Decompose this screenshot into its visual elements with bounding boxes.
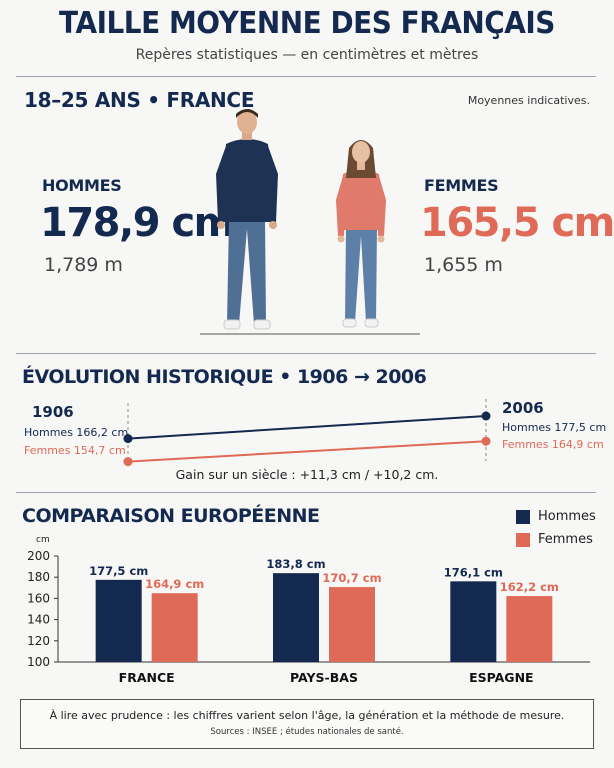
history-point-1-1 bbox=[481, 436, 491, 446]
history-end-men: Hommes 177,5 cm bbox=[502, 421, 607, 434]
y-axis-unit: cm bbox=[36, 535, 50, 545]
section-current-note: Moyennes indicatives. bbox=[467, 94, 590, 107]
history-point-0-0 bbox=[123, 434, 133, 444]
history-end-women: Femmes 164,9 cm bbox=[502, 438, 604, 451]
x-category-label: ESPAGNE bbox=[469, 670, 534, 685]
women-height-m: 1,655 m bbox=[424, 254, 503, 276]
man-figure bbox=[216, 109, 278, 330]
legend-label-men: Hommes bbox=[538, 509, 596, 524]
y-tick-label: 120 bbox=[27, 634, 50, 648]
legend-swatch-men bbox=[516, 510, 530, 524]
bar-value-label: 162,2 cm bbox=[500, 580, 559, 594]
page-title: TAILLE MOYENNE DES FRANÇAIS bbox=[59, 6, 555, 41]
footer-box bbox=[20, 699, 594, 749]
y-tick-label: 180 bbox=[27, 570, 50, 584]
bar-value-label: 176,1 cm bbox=[444, 565, 503, 579]
y-tick-label: 140 bbox=[27, 613, 50, 627]
bar-france-1 bbox=[151, 593, 198, 662]
y-tick-label: 160 bbox=[27, 591, 50, 605]
history-point-0-1 bbox=[481, 411, 491, 421]
footer-caution: À lire avec prudence : les chiffres vari… bbox=[49, 709, 565, 722]
divider bbox=[16, 492, 596, 493]
bar-espagne-1 bbox=[506, 596, 553, 662]
people-illustration bbox=[200, 109, 420, 335]
men-height-m: 1,789 m bbox=[44, 254, 123, 276]
y-tick-label: 200 bbox=[27, 549, 50, 563]
legend-label-women: Femmes bbox=[538, 532, 593, 547]
section-current-title: 18–25 ANS • FRANCE bbox=[24, 88, 255, 112]
history-point-1-0 bbox=[123, 457, 133, 467]
y-tick-label: 100 bbox=[27, 655, 50, 669]
bar-pays-bas-1 bbox=[329, 587, 375, 662]
bar-value-label: 170,7 cm bbox=[322, 571, 381, 585]
section-europe-title: COMPARAISON EUROPÉENNE bbox=[22, 505, 320, 527]
history-line-0 bbox=[127, 415, 487, 440]
history-start-men: Hommes 166,2 cm bbox=[24, 426, 129, 439]
history-start-women: Femmes 154,7 cm bbox=[24, 444, 126, 457]
men-height-cm: 178,9 cm bbox=[40, 200, 235, 246]
footer-sources: Sources : INSEE ; études nationales de s… bbox=[210, 727, 404, 737]
history-end-year: 2006 bbox=[502, 399, 544, 417]
bar-france-0 bbox=[95, 579, 142, 662]
history-gain-note: Gain sur un siècle : +11,3 cm / +10,2 cm… bbox=[175, 467, 439, 482]
legend-swatch-women bbox=[516, 533, 530, 547]
section-history-title: ÉVOLUTION HISTORIQUE • 1906 → 2006 bbox=[22, 366, 427, 388]
history-line-chart bbox=[123, 399, 491, 467]
women-height-cm: 165,5 cm bbox=[420, 200, 614, 246]
x-category-label: PAYS-BAS bbox=[290, 670, 358, 685]
x-category-label: FRANCE bbox=[119, 670, 175, 685]
women-label: FEMMES bbox=[424, 176, 499, 195]
bar-pays-bas-0 bbox=[273, 573, 319, 662]
bar-value-label: 177,5 cm bbox=[89, 564, 148, 578]
bar-value-label: 164,9 cm bbox=[145, 577, 204, 591]
history-start-year: 1906 bbox=[32, 403, 74, 421]
bar-value-label: 183,8 cm bbox=[266, 557, 325, 571]
history-line-1 bbox=[127, 440, 487, 463]
divider bbox=[16, 353, 596, 354]
divider bbox=[16, 76, 596, 77]
men-label: HOMMES bbox=[42, 176, 122, 195]
bar-espagne-0 bbox=[450, 581, 497, 662]
woman-figure bbox=[336, 140, 386, 328]
page-subtitle: Repères statistiques — en centimètres et… bbox=[135, 47, 479, 63]
